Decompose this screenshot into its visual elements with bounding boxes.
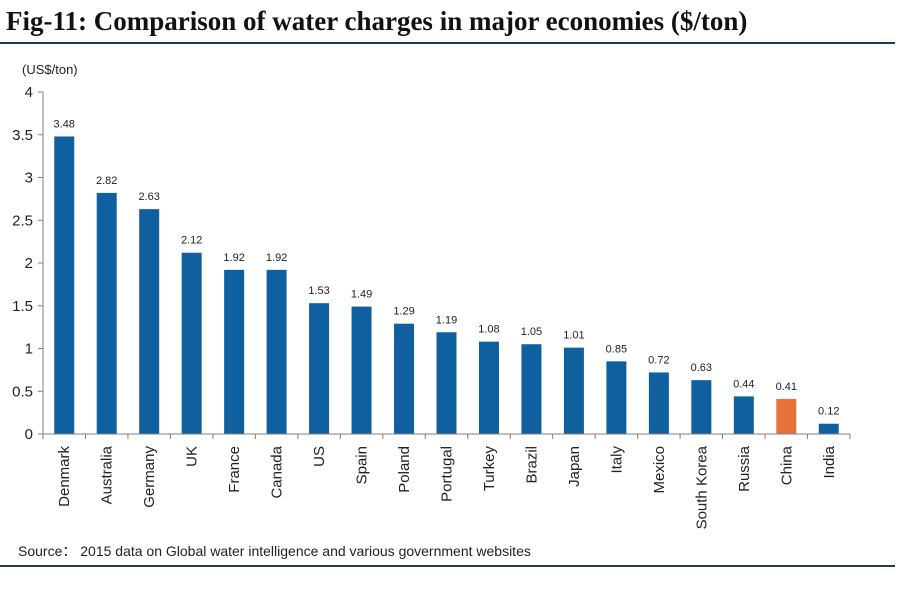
- data-label: 0.12: [818, 406, 839, 418]
- category-label: Russia: [736, 445, 753, 492]
- data-label: 2.82: [96, 175, 117, 187]
- y-tick-label: 2: [25, 255, 33, 272]
- data-label: 0.85: [606, 343, 627, 355]
- category-label: Brazil: [523, 446, 540, 484]
- category-label: Italy: [608, 446, 625, 474]
- category-label: US: [311, 446, 328, 467]
- bar-france: [224, 269, 245, 434]
- data-label: 1.92: [223, 252, 244, 264]
- data-label: 0.63: [691, 362, 712, 374]
- data-label: 3.48: [54, 118, 75, 130]
- y-tick-label: 4: [25, 84, 33, 101]
- bar-italy: [606, 361, 627, 434]
- bar-poland: [394, 323, 415, 434]
- bar-denmark: [54, 136, 75, 434]
- category-label: Spain: [354, 446, 371, 484]
- y-tick-label: 1.5: [12, 298, 33, 315]
- bar-portugal: [436, 332, 457, 434]
- data-label: 1.53: [308, 285, 329, 297]
- data-label: 1.49: [351, 289, 372, 301]
- bar-japan: [563, 347, 584, 434]
- data-label: 1.05: [521, 326, 542, 338]
- data-label: 2.12: [181, 235, 202, 247]
- category-label: Portugal: [439, 446, 456, 502]
- title-rule: [0, 42, 895, 44]
- bars: 3.48 2.82 2.63 2.12 1.92 1.92 1.53 1.49 1.29 1.19…: [54, 118, 839, 434]
- footer-rule: [0, 565, 895, 567]
- bar-australia: [96, 192, 117, 434]
- category-label: Germany: [141, 446, 158, 508]
- bar-russia: [733, 396, 754, 434]
- y-tick-label: 0.5: [12, 383, 33, 400]
- y-axis: 0 0.5 1 1.5 2 2.5 3 3.5 4: [12, 84, 44, 443]
- category-label: Turkey: [481, 446, 498, 492]
- data-label: 0.72: [648, 354, 669, 366]
- bar-turkey: [478, 341, 499, 434]
- data-label: 1.01: [563, 330, 584, 342]
- data-label: 2.63: [138, 191, 159, 203]
- y-tick-label: 1: [25, 341, 33, 358]
- bar-south-korea: [691, 380, 712, 434]
- figure-title: Fig-11: Comparison of water charges in m…: [6, 6, 748, 36]
- bar-germany: [139, 209, 160, 434]
- y-tick-label: 3.5: [12, 127, 33, 144]
- data-label: 0.41: [776, 381, 797, 393]
- category-label: Poland: [396, 446, 413, 493]
- category-label: UK: [184, 446, 201, 467]
- y-tick-label: 2.5: [12, 212, 33, 229]
- y-axis-unit-label: (US$/ton): [22, 62, 78, 77]
- category-label: Australia: [99, 445, 116, 504]
- category-label: Denmark: [56, 446, 73, 507]
- data-label: 0.44: [733, 378, 754, 390]
- category-label: Canada: [269, 445, 286, 498]
- data-label: 1.92: [266, 252, 287, 264]
- bar-mexico: [648, 372, 669, 434]
- category-label: Mexico: [651, 446, 668, 494]
- category-label: China: [778, 445, 795, 485]
- category-label: India: [821, 445, 838, 478]
- bar-china: [776, 398, 797, 434]
- bar-canada: [266, 269, 287, 434]
- bar-uk: [181, 252, 202, 434]
- data-label: 1.08: [478, 324, 499, 336]
- bar-brazil: [521, 344, 542, 434]
- bar-us: [309, 303, 330, 434]
- data-label: 1.19: [436, 314, 457, 326]
- x-axis: Denmark Australia Germany UK France Canada US S…: [42, 433, 851, 529]
- category-label: South Korea: [693, 445, 710, 529]
- data-label: 1.29: [393, 306, 414, 318]
- source-note: Source： 2015 data on Global water intell…: [18, 543, 531, 559]
- category-label: France: [226, 446, 243, 493]
- y-tick-label: 0: [25, 426, 33, 443]
- y-tick-label: 3: [25, 170, 33, 187]
- category-label: Japan: [566, 446, 583, 487]
- bar-spain: [351, 306, 372, 434]
- bar-india: [818, 423, 839, 434]
